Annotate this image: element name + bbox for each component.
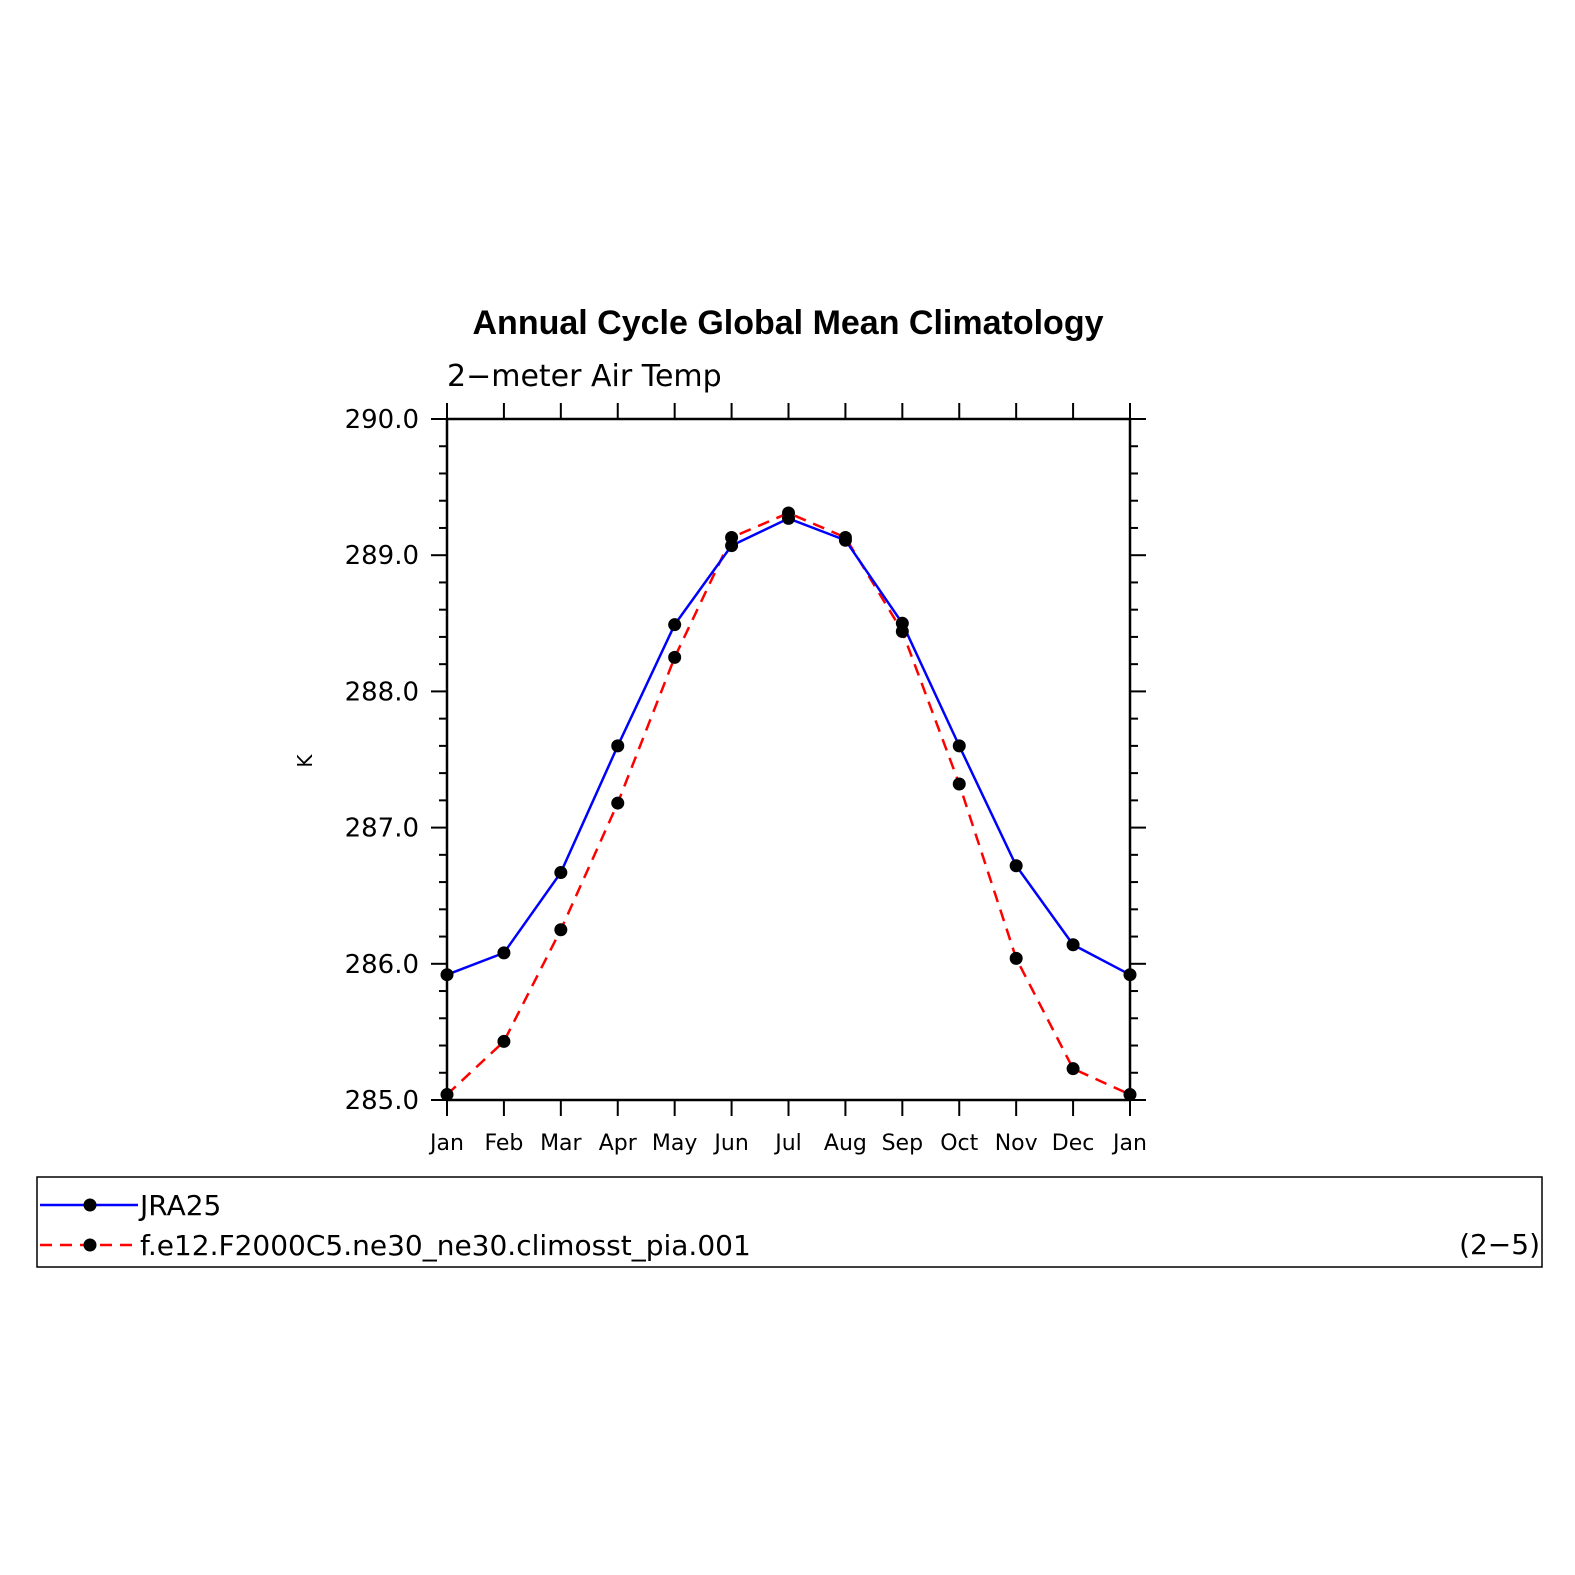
chart-title: Annual Cycle Global Mean Climatology (473, 304, 1104, 342)
x-tick-label: Nov (995, 1131, 1038, 1156)
y-tick-label: 289.0 (345, 541, 419, 571)
legend: JRA25 f.e12.F2000C5.ne30_ne30.climosst_pi… (40, 1189, 751, 1262)
x-tick-label: May (652, 1131, 697, 1156)
data-point-series-1 (554, 866, 568, 880)
series-line-1 (446, 517, 1131, 976)
y-tick-label: 286.0 (345, 950, 419, 980)
x-tick-label: Sep (882, 1131, 923, 1156)
data-point-series-1 (838, 533, 852, 547)
data-point-series-2 (1123, 1088, 1137, 1102)
x-tick-label: Mar (540, 1131, 582, 1156)
x-tick-label: Jun (712, 1131, 748, 1156)
data-point-series-2 (440, 1088, 454, 1102)
y-tick-label: 287.0 (345, 814, 419, 844)
legend-label-2: f.e12.F2000C5.ne30_ne30.climosst_pia.001 (140, 1229, 751, 1262)
legend-marker-2 (83, 1238, 97, 1252)
series-line-2 (446, 511, 1131, 1096)
legend-label-1: JRA25 (138, 1189, 221, 1222)
x-tick-labels: Jan Feb Mar Apr May Jun Jul Aug Sep Oct Nov Dec Jan (428, 1131, 1147, 1156)
data-point-series-1 (1009, 859, 1023, 873)
data-point-series-1 (725, 539, 739, 553)
x-tick-label: Oct (940, 1131, 978, 1156)
y-tick-label: 290.0 (345, 405, 419, 435)
y-tick-label: 285.0 (345, 1086, 419, 1116)
x-tick-label: Jan (1111, 1131, 1147, 1156)
legend-box (36, 1176, 1543, 1268)
series-group (440, 506, 1137, 1102)
y-tick-label: 288.0 (345, 677, 419, 707)
data-point-series-2 (1009, 951, 1023, 965)
x-tick-label: Jan (428, 1131, 464, 1156)
x-tick-label: Aug (824, 1131, 867, 1156)
data-point-series-2 (1066, 1062, 1080, 1076)
data-point-series-2 (554, 923, 568, 937)
data-point-series-1 (952, 739, 966, 753)
data-point-series-1 (1123, 968, 1137, 982)
data-point-series-1 (611, 739, 625, 753)
chart-subtitle: 2−meter Air Temp (447, 359, 722, 394)
data-point-series-1 (895, 616, 909, 630)
x-tick-label: Dec (1052, 1131, 1095, 1156)
data-point-series-2 (497, 1034, 511, 1048)
x-tick-label: Feb (484, 1131, 523, 1156)
axis-ticks (431, 403, 1146, 1116)
data-point-series-2 (668, 650, 682, 664)
panel-annotation: (2−5) (1459, 1228, 1540, 1261)
data-point-series-1 (668, 618, 682, 632)
data-point-series-2 (611, 796, 625, 810)
legend-marker-1 (83, 1198, 97, 1212)
data-point-series-1 (497, 946, 511, 960)
data-point-series-1 (782, 511, 795, 525)
x-tick-label: Apr (599, 1131, 638, 1156)
y-axis-label: K (293, 754, 317, 768)
data-point-series-2 (952, 777, 966, 791)
data-point-series-1 (1066, 938, 1080, 952)
data-point-series-1 (440, 968, 454, 982)
y-tick-labels: 285.0 286.0 287.0 288.0 289.0 290.0 (345, 405, 419, 1116)
x-tick-label: Jul (773, 1131, 802, 1156)
